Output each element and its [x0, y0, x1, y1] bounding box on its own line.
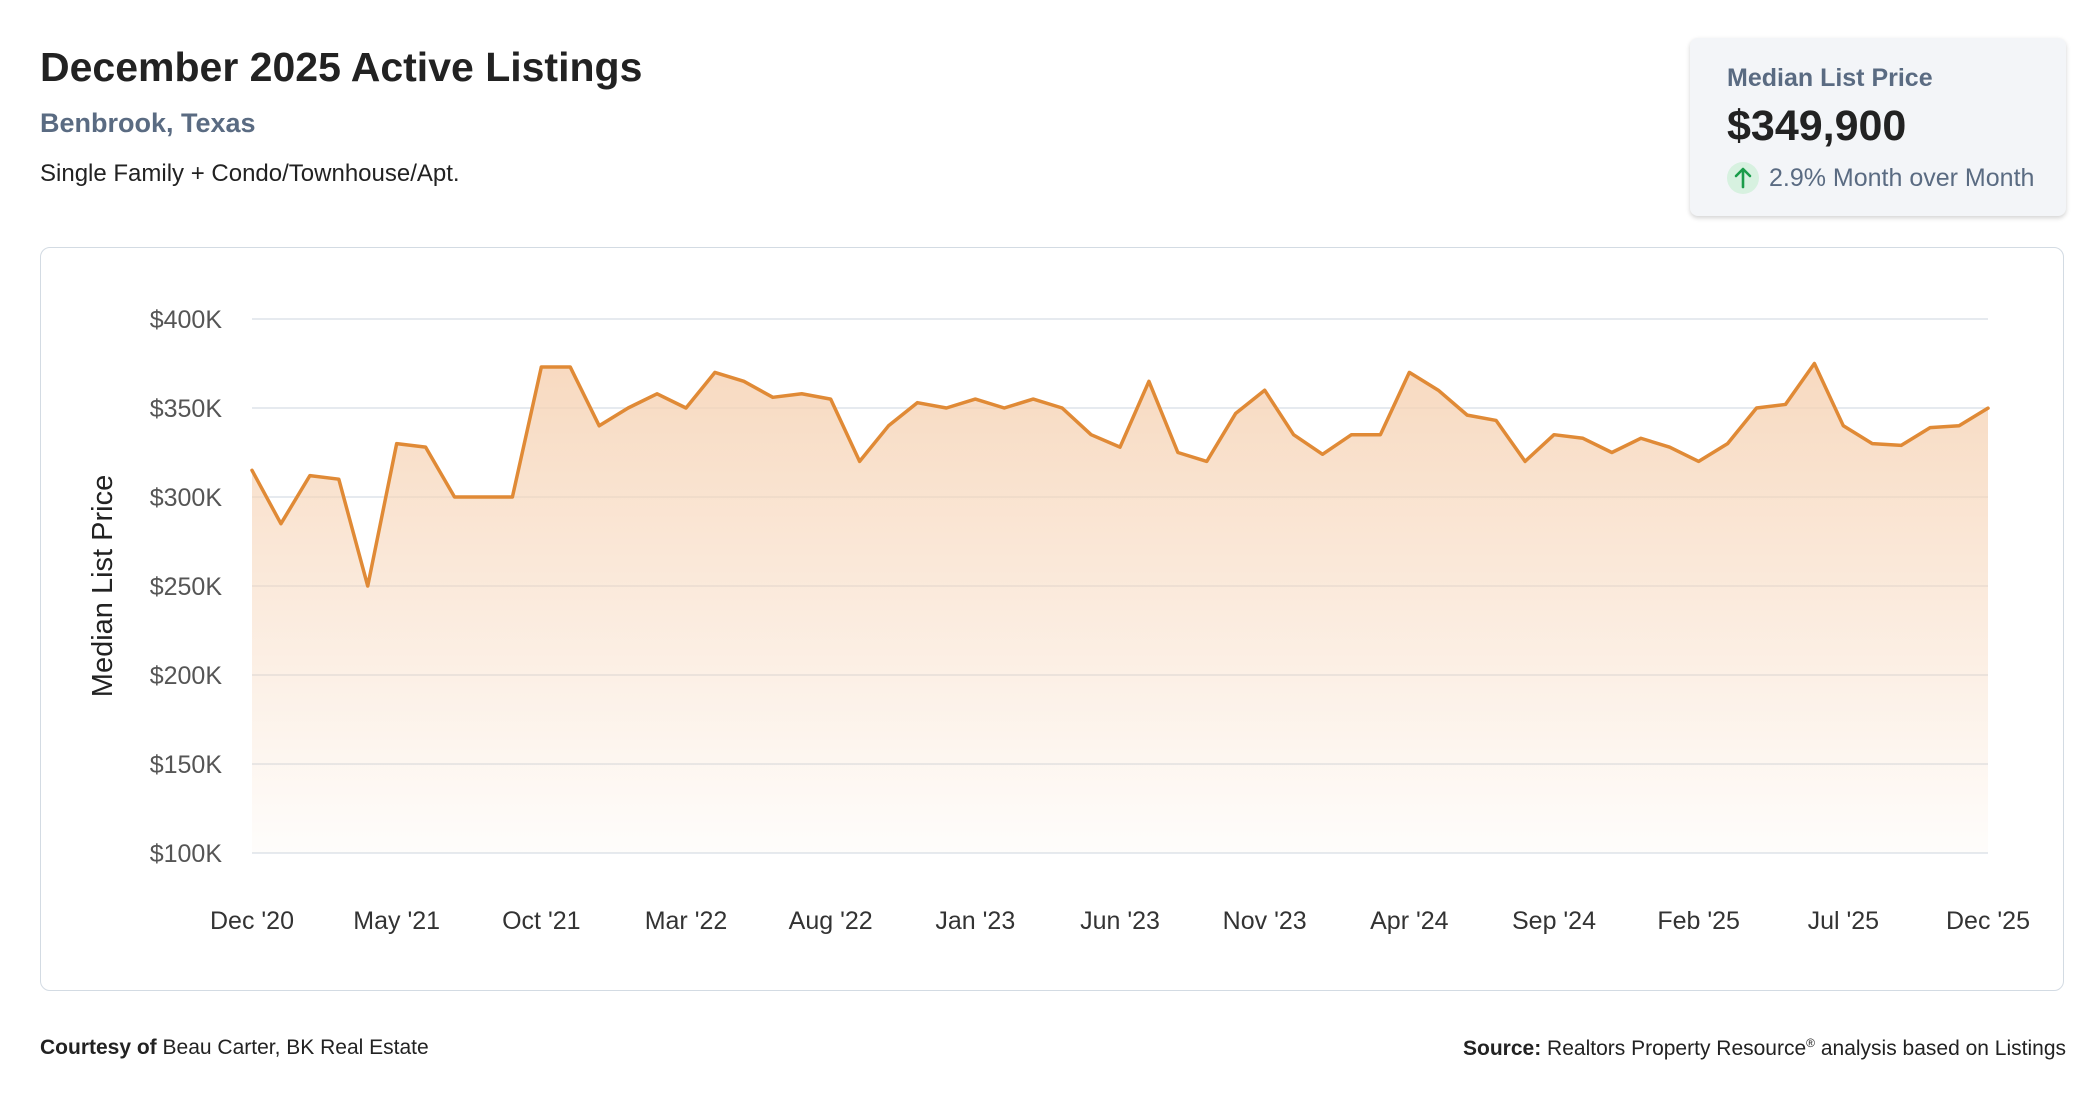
- source-rest: analysis based on Listings: [1820, 1037, 2066, 1060]
- x-tick-label: Oct '21: [502, 907, 580, 935]
- series-area: [252, 363, 1988, 853]
- courtesy-label: Courtesy of: [40, 1036, 157, 1059]
- y-tick-label: $250K: [150, 573, 223, 601]
- x-tick-label: Feb '25: [1657, 907, 1740, 935]
- x-tick-label: Dec '20: [210, 907, 294, 935]
- x-tick-label: Dec '25: [1946, 907, 2030, 935]
- x-tick-label: Apr '24: [1370, 907, 1449, 935]
- y-tick-label: $400K: [150, 306, 223, 334]
- y-tick-label: $300K: [150, 484, 223, 512]
- y-tick-label: $350K: [150, 395, 223, 423]
- y-tick-label: $200K: [150, 662, 223, 690]
- location-subtitle: Benbrook, Texas: [40, 108, 256, 138]
- kpi-change: 2.9% Month over Month: [1727, 162, 2034, 194]
- x-tick-label: Jul '25: [1808, 907, 1879, 935]
- property-segment: Single Family + Condo/Townhouse/Apt.: [40, 160, 460, 187]
- x-tick-label: Jan '23: [935, 907, 1015, 935]
- kpi-value: $349,900: [1727, 102, 1907, 150]
- kpi-change-text: 2.9% Month over Month: [1769, 163, 2035, 192]
- median-list-price-card: Median List Price $349,900 2.9% Month ov…: [1690, 38, 2066, 216]
- x-tick-label: Sep '24: [1512, 907, 1596, 935]
- x-tick-label: May '21: [353, 907, 440, 935]
- y-axis-title: Median List Price: [87, 475, 119, 697]
- median-price-chart: $100K $150K $200K $250K $300K $350K $400K Media…: [87, 306, 2030, 935]
- courtesy-name: Beau Carter, BK Real Estate: [162, 1036, 429, 1059]
- arrow-up-icon: [1727, 162, 1759, 194]
- y-tick-label: $100K: [150, 840, 223, 868]
- y-tick-label: $150K: [150, 751, 223, 779]
- page-title: December 2025 Active Listings: [40, 44, 643, 90]
- courtesy-footer: Courtesy of Beau Carter, BK Real Estate: [40, 1036, 429, 1060]
- x-tick-label: Jun '23: [1080, 907, 1160, 935]
- source-name: Realtors Property Resource: [1547, 1037, 1807, 1060]
- registered-mark: ®: [1806, 1036, 1815, 1050]
- source-label: Source:: [1463, 1037, 1542, 1060]
- x-tick-label: Aug '22: [789, 907, 873, 935]
- x-tick-label: Nov '23: [1223, 907, 1307, 935]
- series-line: [250, 361, 1990, 588]
- source-footer: Source: Realtors Property Resource® anal…: [1463, 1036, 2066, 1061]
- kpi-label: Median List Price: [1727, 64, 1933, 92]
- chart-panel: $100K $150K $200K $250K $300K $350K $400K Media…: [40, 247, 2064, 991]
- x-tick-label: Mar '22: [645, 907, 728, 935]
